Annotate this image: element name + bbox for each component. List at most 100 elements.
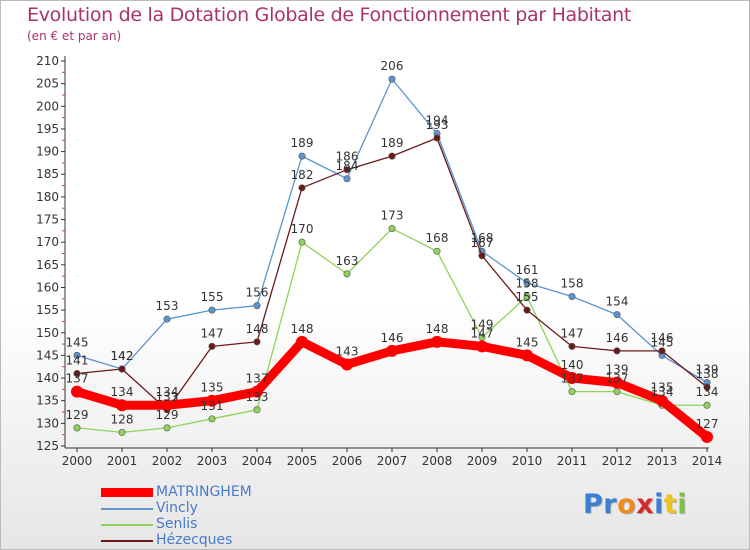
y-tick-label: 190 [36,145,59,159]
data-label-senlis: 137 [561,372,584,386]
data-point-vincly [343,175,351,183]
data-label-senlis: 137 [606,372,629,386]
x-tick-label: 2001 [107,454,138,468]
data-point-matringhem [71,385,83,398]
data-label-matringhem: 127 [696,417,719,431]
legend-item-vincly: Vincly [101,500,321,517]
y-tick-label: 135 [36,394,59,408]
legend-item-matringhem: MATRINGHEM [101,484,321,501]
data-point-senlis [343,270,351,278]
data-point-matringhem [566,372,578,385]
data-label-senlis: 134 [651,385,674,399]
logo-letter: P [583,489,604,520]
data-label-hzecques: 182 [291,168,314,182]
data-point-senlis [118,428,126,436]
data-point-matringhem [431,335,443,348]
data-point-hzecques [388,152,396,160]
data-point-matringhem [161,399,173,412]
legend: MATRINGHEM Vincly Senlis Hézecques [101,484,321,549]
data-label-senlis: 128 [111,412,134,426]
data-point-hzecques [478,252,486,260]
chart-subtitle: (en € et par an) [27,29,122,43]
data-label-hzecques: 133 [156,390,179,404]
y-tick-label: 175 [36,213,59,227]
data-label-matringhem: 134 [156,385,179,399]
y-tick-label: 205 [36,77,59,91]
legend-swatch-hezecques [101,540,153,542]
data-label-senlis: 170 [291,222,314,236]
y-tick-label: 150 [36,326,59,340]
data-label-vincly: 145 [651,335,674,349]
data-point-vincly [523,279,531,287]
data-point-hzecques [433,134,441,142]
data-point-senlis [298,238,306,246]
data-point-matringhem [251,385,263,398]
data-point-vincly [388,75,396,83]
y-tick-label: 170 [36,235,59,249]
data-label-vincly: 155 [201,290,224,304]
data-label-senlis: 163 [336,254,359,268]
data-label-hzecques: 141 [66,354,89,368]
data-label-senlis: 149 [471,317,494,331]
data-point-hzecques [613,347,621,355]
data-point-senlis [523,293,531,301]
data-label-vincly: 139 [696,363,719,377]
legend-item-senlis: Senlis [101,516,321,533]
data-point-vincly [613,311,621,319]
data-point-hzecques [73,370,81,378]
logo-letter: x [636,489,655,520]
data-label-senlis: 134 [696,385,719,399]
data-label-matringhem: 145 [516,335,539,349]
data-point-vincly [298,152,306,160]
data-point-matringhem [296,335,308,348]
legend-swatch-vincly [101,508,153,510]
data-label-matringhem: 140 [561,358,584,372]
data-label-hzecques: 193 [426,118,449,132]
data-label-hzecques: 147 [201,326,224,340]
y-tick-label: 145 [36,348,59,362]
data-label-senlis: 131 [201,399,224,413]
data-point-hzecques [658,347,666,355]
data-point-matringhem [701,430,713,443]
data-point-hzecques [298,184,306,192]
legend-item-hezecques: Hézecques [101,532,321,549]
y-tick-label: 195 [36,122,59,136]
data-label-hzecques: 189 [381,136,404,150]
logo-letter: t [663,489,678,520]
x-tick-label: 2000 [62,454,93,468]
data-label-hzecques: 148 [246,322,269,336]
y-tick-label: 140 [36,371,59,385]
data-point-matringhem [206,394,218,407]
legend-swatch-matringhem [101,488,153,497]
x-tick-label: 2012 [602,454,633,468]
data-point-senlis [433,247,441,255]
data-label-vincly: 194 [426,113,449,127]
data-label-senlis: 168 [426,231,449,245]
data-label-matringhem: 137 [66,372,89,386]
data-label-senlis: 173 [381,209,404,223]
x-tick-label: 2011 [557,454,588,468]
legend-label-matringhem: MATRINGHEM [156,484,252,500]
y-tick-label: 160 [36,280,59,294]
data-point-vincly [163,315,171,323]
data-label-matringhem: 139 [606,363,629,377]
data-label-vincly: 161 [516,263,539,277]
data-point-senlis [208,415,216,423]
data-label-hzecques: 146 [651,331,674,345]
data-point-hzecques [253,338,261,346]
logo-letter: o [617,489,637,520]
data-label-vincly: 206 [381,59,404,73]
y-tick-label: 210 [36,54,59,68]
data-point-matringhem [386,344,398,357]
data-label-vincly: 189 [291,136,314,150]
data-label-vincly: 154 [606,295,629,309]
data-point-vincly [253,302,261,310]
data-label-vincly: 184 [336,159,359,173]
data-point-senlis [163,424,171,432]
data-point-vincly [208,306,216,314]
data-point-hzecques [568,342,576,350]
y-tick-label: 130 [36,416,59,430]
x-tick-label: 2002 [152,454,183,468]
